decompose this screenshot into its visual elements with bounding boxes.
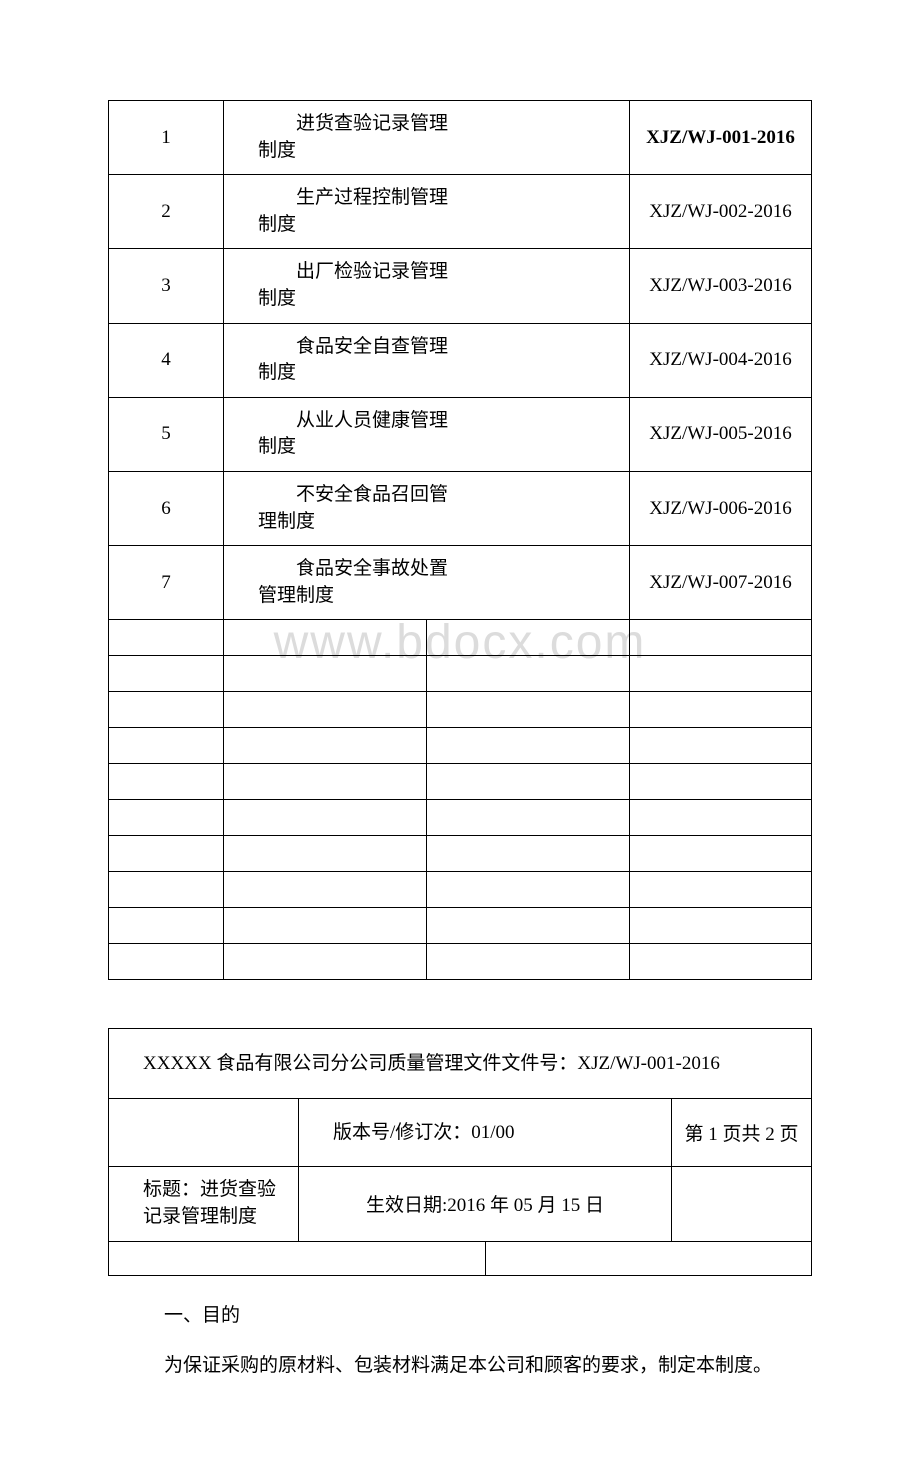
empty-cell <box>427 908 630 944</box>
body-text: 一、目的 为保证采购的原材料、包装材料满足本公司和顾客的要求，制定本制度。 <box>108 1302 812 1381</box>
empty-cell <box>109 728 224 764</box>
empty-cell <box>427 872 630 908</box>
row-number: 1 <box>109 101 224 175</box>
empty-cell <box>427 944 630 980</box>
empty-cell <box>109 692 224 728</box>
date-cell: 生效日期:2016 年 05 月 15 日 <box>299 1167 672 1241</box>
empty-cell <box>427 656 630 692</box>
empty-cell <box>109 656 224 692</box>
policy-code: XJZ/WJ-005-2016 <box>630 397 812 471</box>
empty-cell <box>427 800 630 836</box>
empty-cell <box>109 872 224 908</box>
empty-cell <box>109 908 224 944</box>
empty-cell <box>109 944 224 980</box>
policy-code: XJZ/WJ-004-2016 <box>630 323 812 397</box>
page-number-cell: 第 1 页共 2 页 <box>672 1099 812 1167</box>
empty-cell <box>630 692 812 728</box>
empty-cell <box>109 1099 299 1167</box>
empty-cell <box>630 728 812 764</box>
empty-cell <box>427 728 630 764</box>
empty-cell <box>672 1167 812 1241</box>
row-number: 6 <box>109 471 224 545</box>
policy-code: XJZ/WJ-002-2016 <box>630 175 812 249</box>
policy-code: XJZ/WJ-003-2016 <box>630 249 812 323</box>
empty-cell <box>630 764 812 800</box>
empty-cell <box>109 836 224 872</box>
empty-cell <box>224 944 427 980</box>
empty-cell <box>224 872 427 908</box>
policy-name: 出厂检验记录管理制度 <box>224 249 630 323</box>
empty-cell <box>630 800 812 836</box>
empty-cell <box>224 908 427 944</box>
policy-name: 食品安全事故处置管理制度 <box>224 546 630 620</box>
row-number: 2 <box>109 175 224 249</box>
policy-name: 生产过程控制管理制度 <box>224 175 630 249</box>
empty-cell <box>427 692 630 728</box>
empty-cell <box>224 764 427 800</box>
empty-cell <box>224 620 427 656</box>
empty-cell <box>427 836 630 872</box>
policy-name: 从业人员健康管理制度 <box>224 397 630 471</box>
policy-name: 进货查验记录管理制度 <box>224 101 630 175</box>
empty-cell <box>224 728 427 764</box>
title-cell: 标题：进货查验记录管理制度 <box>109 1167 299 1241</box>
empty-cell <box>224 836 427 872</box>
empty-cell <box>224 656 427 692</box>
empty-cell <box>630 944 812 980</box>
row-number: 3 <box>109 249 224 323</box>
empty-cell <box>630 836 812 872</box>
empty-cell <box>485 1241 812 1275</box>
empty-cell <box>109 620 224 656</box>
row-number: 4 <box>109 323 224 397</box>
empty-cell <box>224 692 427 728</box>
empty-cell <box>427 764 630 800</box>
document-index-table: 1 进货查验记录管理制度XJZ/WJ-001-20162 生产过程控制管理制度X… <box>108 100 812 980</box>
policy-name: 食品安全自查管理制度 <box>224 323 630 397</box>
empty-cell <box>109 764 224 800</box>
policy-code: XJZ/WJ-006-2016 <box>630 471 812 545</box>
empty-cell <box>109 800 224 836</box>
doc-header: XXXXX 食品有限公司分公司质量管理文件文件号：XJZ/WJ-001-2016 <box>109 1029 812 1099</box>
policy-code: XJZ/WJ-007-2016 <box>630 546 812 620</box>
empty-cell <box>109 1241 486 1275</box>
version-cell: 版本号/修订次：01/00 <box>299 1099 672 1167</box>
empty-cell <box>630 872 812 908</box>
empty-cell <box>630 656 812 692</box>
empty-cell <box>224 800 427 836</box>
policy-code: XJZ/WJ-001-2016 <box>630 101 812 175</box>
empty-cell <box>630 908 812 944</box>
section-heading: 一、目的 <box>126 1302 794 1331</box>
policy-name: 不安全食品召回管理制度 <box>224 471 630 545</box>
spacer <box>108 980 812 1028</box>
body-paragraph: 为保证采购的原材料、包装材料满足本公司和顾客的要求，制定本制度。 <box>126 1352 794 1381</box>
empty-cell <box>427 620 630 656</box>
empty-cell <box>630 620 812 656</box>
document-header-table: XXXXX 食品有限公司分公司质量管理文件文件号：XJZ/WJ-001-2016… <box>108 1028 812 1275</box>
row-number: 7 <box>109 546 224 620</box>
row-number: 5 <box>109 397 224 471</box>
